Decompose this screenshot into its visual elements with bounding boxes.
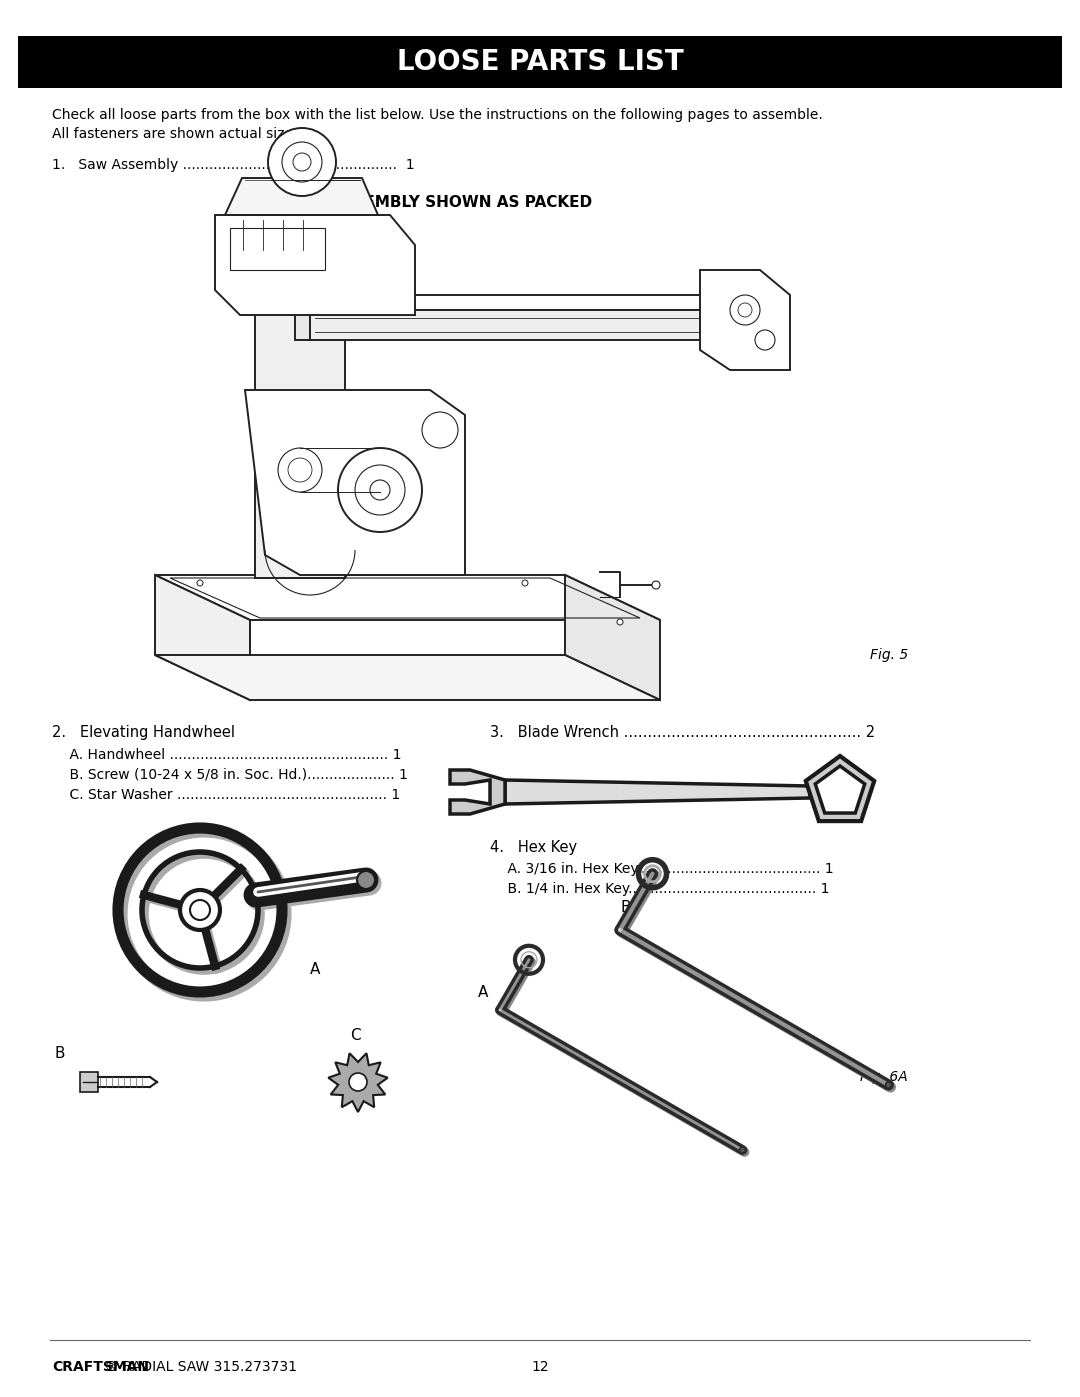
Text: B: B (55, 1046, 65, 1062)
Polygon shape (328, 1053, 388, 1112)
Polygon shape (565, 576, 660, 700)
Circle shape (522, 580, 528, 585)
Text: A. Handwheel .................................................. 1: A. Handwheel ...........................… (52, 747, 402, 761)
Text: LOOSE PARTS LIST: LOOSE PARTS LIST (396, 47, 684, 75)
Text: CRAFTSMAN: CRAFTSMAN (52, 1361, 149, 1375)
Polygon shape (156, 576, 249, 700)
Text: Fig. 5: Fig. 5 (870, 648, 908, 662)
Polygon shape (295, 310, 310, 339)
Polygon shape (505, 780, 810, 805)
Polygon shape (225, 177, 378, 215)
Circle shape (349, 1073, 367, 1091)
Polygon shape (310, 310, 735, 339)
Polygon shape (806, 756, 874, 821)
Text: B. 1/4 in. Hex Key........................................... 1: B. 1/4 in. Hex Key......................… (490, 882, 829, 895)
Text: SAW ASSEMBLY SHOWN AS PACKED: SAW ASSEMBLY SHOWN AS PACKED (287, 196, 593, 210)
Polygon shape (255, 310, 345, 578)
Polygon shape (295, 295, 735, 310)
Polygon shape (815, 766, 865, 813)
Circle shape (740, 1147, 745, 1153)
Text: 2.   Elevating Handwheel: 2. Elevating Handwheel (52, 725, 235, 740)
Circle shape (357, 870, 375, 888)
Text: A: A (478, 985, 488, 1000)
Text: Check all loose parts from the box with the list below. Use the instructions on : Check all loose parts from the box with … (52, 108, 823, 122)
Polygon shape (156, 655, 660, 700)
Polygon shape (245, 390, 465, 576)
Circle shape (268, 129, 336, 196)
Text: 4.   Hex Key: 4. Hex Key (490, 840, 577, 855)
Polygon shape (215, 215, 415, 314)
Text: A: A (310, 963, 320, 978)
Circle shape (197, 580, 203, 585)
Text: 12: 12 (531, 1361, 549, 1375)
Text: ® RADIAL SAW 315.273731: ® RADIAL SAW 315.273731 (52, 1361, 297, 1375)
Bar (18, 36, 1062, 88)
Text: 1.   Saw Assembly .................................................  1: 1. Saw Assembly ........................… (52, 158, 415, 172)
Circle shape (180, 890, 220, 930)
FancyBboxPatch shape (230, 228, 325, 270)
Text: B: B (620, 900, 631, 915)
Text: A. 3/16 in. Hex Key.......................................... 1: A. 3/16 in. Hex Key.....................… (490, 862, 834, 876)
Polygon shape (450, 770, 505, 814)
FancyBboxPatch shape (80, 1071, 98, 1092)
Circle shape (886, 1083, 891, 1088)
Text: All fasteners are shown actual size.: All fasteners are shown actual size. (52, 127, 297, 141)
Text: C. Star Washer ................................................ 1: C. Star Washer .........................… (52, 788, 401, 802)
Text: C: C (350, 1028, 361, 1044)
Circle shape (617, 619, 623, 624)
Polygon shape (700, 270, 789, 370)
Text: B. Screw (10-24 x 5/8 in. Soc. Hd.).................... 1: B. Screw (10-24 x 5/8 in. Soc. Hd.).....… (52, 768, 408, 782)
Text: Fig. 6A: Fig. 6A (860, 1070, 908, 1084)
Polygon shape (156, 576, 660, 620)
Circle shape (652, 581, 660, 590)
Text: 3.   Blade Wrench .................................................. 2: 3. Blade Wrench ........................… (490, 725, 875, 740)
